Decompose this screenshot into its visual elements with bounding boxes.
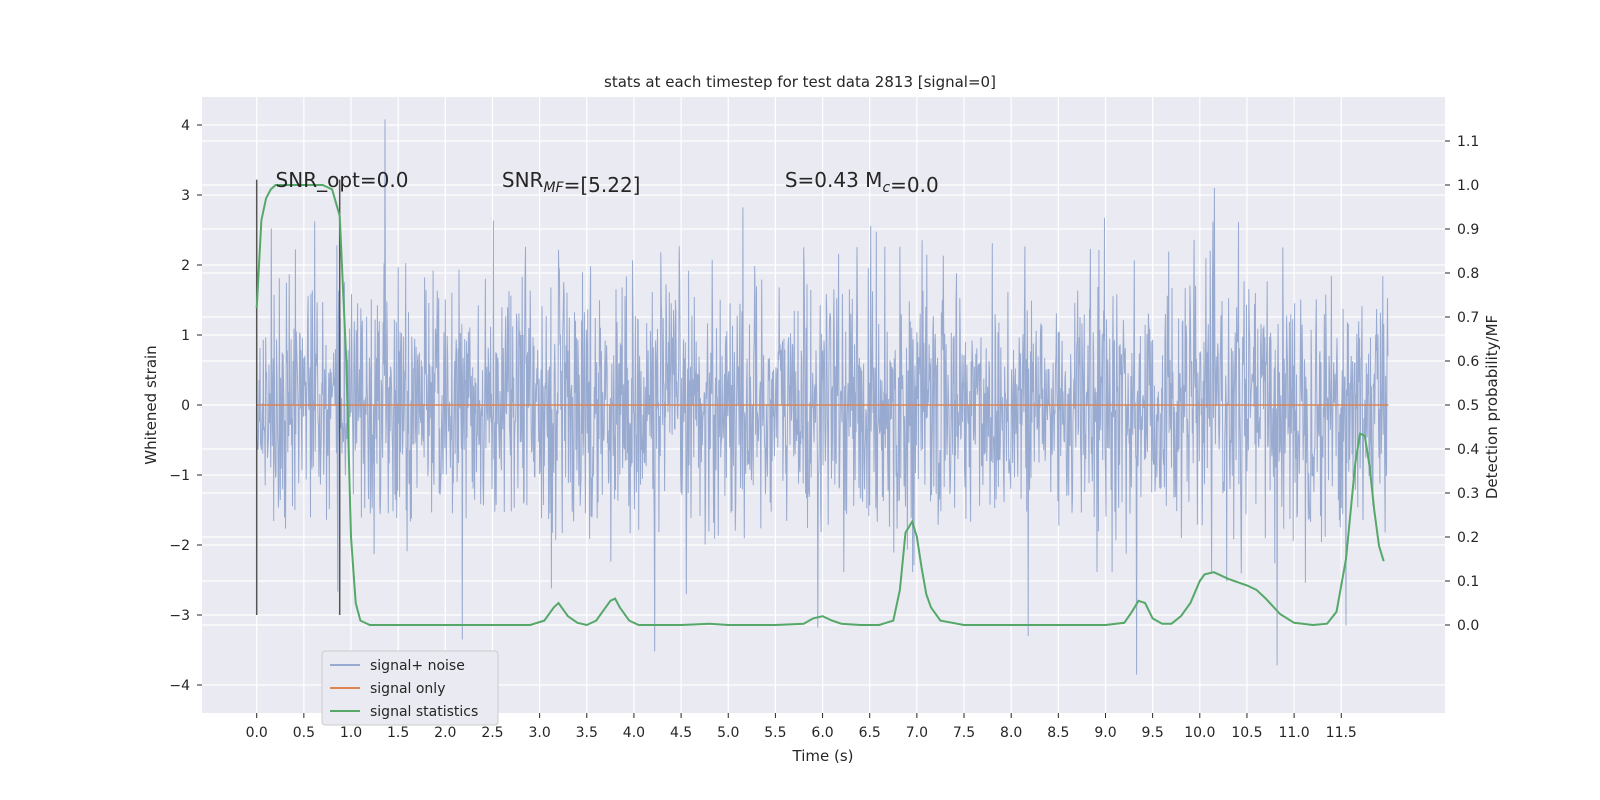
x-tick-label: 2.0 — [434, 725, 456, 741]
x-tick-label: 8.0 — [1000, 725, 1022, 741]
x-tick-label: 10.0 — [1184, 725, 1215, 741]
x-tick-label: 11.0 — [1279, 725, 1310, 741]
x-tick-label: 1.0 — [340, 725, 362, 741]
legend-label: signal+ noise — [370, 658, 465, 674]
y2-tick-label: 1.0 — [1457, 178, 1479, 194]
y2-tick-label: 0.8 — [1457, 266, 1479, 282]
y-tick-label: −3 — [169, 608, 190, 624]
x-tick-label: 3.5 — [576, 725, 598, 741]
legend-box — [321, 650, 499, 726]
signal-statistics-line — [255, 184, 1385, 627]
y2-tick-label: 0.9 — [1457, 222, 1479, 238]
legend: signal+ noise signal only signal statistic… — [321, 650, 499, 726]
y2-tick-label: 1.1 — [1457, 134, 1479, 150]
signal-noise-line — [256, 119, 1389, 675]
y2-tick-label: 0.6 — [1457, 354, 1479, 370]
y-tick-label: −4 — [169, 678, 190, 694]
y2-tick-label: 0.4 — [1457, 442, 1479, 458]
x-tick-label: 4.0 — [623, 725, 645, 741]
y2-axis-ticks: 1.1 1.0 0.9 0.8 0.7 0.6 0.5 0.4 0.3 0.2 0.1 0.0 — [1445, 134, 1479, 634]
x-tick-label: 8.5 — [1047, 725, 1069, 741]
legend-label: signal only — [370, 681, 445, 697]
x-tick-label: 6.5 — [859, 725, 881, 741]
y2-axis-title: Detection probability/MF — [1483, 315, 1501, 499]
vertical-markers — [255, 179, 341, 615]
x-tick-label: 0.0 — [246, 725, 268, 741]
x-tick-label: 4.5 — [670, 725, 692, 741]
x-tick-label: 2.5 — [481, 725, 503, 741]
x-tick-label: 5.5 — [764, 725, 786, 741]
x-tick-label: 7.5 — [953, 725, 975, 741]
x-axis-title: Time (s) — [792, 747, 854, 765]
y2-tick-label: 0.0 — [1457, 618, 1479, 634]
x-tick-label: 3.0 — [528, 725, 550, 741]
annotation-2: S=0.43 Mc=0.0 — [785, 168, 939, 197]
y2-tick-label: 0.5 — [1457, 398, 1479, 414]
annotation-1: SNRMF=[5.22] — [502, 168, 641, 197]
y2-tick-label: 0.3 — [1457, 486, 1479, 502]
y-tick-label: −2 — [169, 538, 190, 554]
x-tick-label: 10.5 — [1231, 725, 1262, 741]
y-tick-label: 3 — [181, 188, 190, 204]
x-tick-label: 6.0 — [811, 725, 833, 741]
chart-title: stats at each timestep for test data 281… — [604, 73, 996, 91]
x-tick-label: 0.5 — [293, 725, 315, 741]
y-axis-title: Whitened strain — [142, 345, 160, 464]
x-tick-label: 7.0 — [906, 725, 928, 741]
y-tick-label: 4 — [181, 118, 190, 134]
y2-tick-label: 0.1 — [1457, 574, 1479, 590]
y-tick-label: 0 — [181, 398, 190, 414]
x-tick-label: 5.0 — [717, 725, 739, 741]
x-tick-label: 9.5 — [1142, 725, 1164, 741]
y-tick-label: 2 — [181, 258, 190, 274]
x-axis-ticks: 0.0 0.5 1.0 1.5 2.0 2.5 3.0 3.5 4.0 4.5 5.0 5.5 6.0 6… — [246, 713, 1357, 741]
legend-label: signal statistics — [370, 704, 478, 720]
y2-tick-label: 0.7 — [1457, 310, 1479, 326]
y-tick-label: 1 — [181, 328, 190, 344]
signal-noise-series — [256, 119, 1389, 675]
x-tick-label: 1.5 — [387, 725, 409, 741]
x-tick-label: 11.5 — [1326, 725, 1357, 741]
y2-tick-label: 0.2 — [1457, 530, 1479, 546]
signal-statistics-series — [255, 184, 1385, 627]
x-tick-label: 9.0 — [1094, 725, 1116, 741]
annotation-0: SNR_opt=0.0 — [276, 168, 409, 192]
annotations: SNR_opt=0.0 SNRMF=[5.22] S=0.43 Mc=0.0 — [276, 168, 939, 197]
y-tick-label: −1 — [169, 468, 190, 484]
y-axis-ticks: 4 3 2 1 0 −1 −2 −3 −4 — [169, 118, 202, 694]
